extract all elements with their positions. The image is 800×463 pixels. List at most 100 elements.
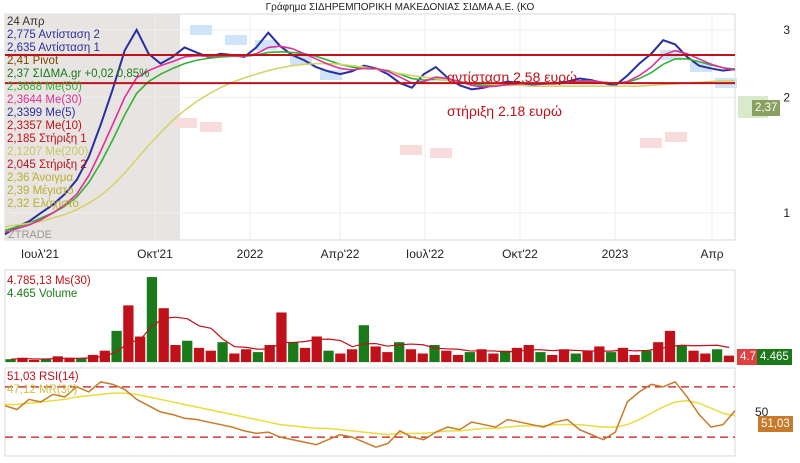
volume-bar <box>617 347 629 362</box>
volume-bar <box>429 345 440 362</box>
volume-bar <box>594 346 605 362</box>
legend-entry: 47,12 MR(30) <box>7 384 78 396</box>
volume-bar <box>170 345 181 362</box>
x-tick-label: Απρ'22 <box>321 247 360 261</box>
volume-bar <box>158 308 169 362</box>
volume-bar <box>335 353 346 362</box>
volume-bar <box>464 352 475 362</box>
volume-bar <box>558 349 570 362</box>
x-tick-label: Απρ <box>700 247 723 261</box>
volume-bar <box>700 353 711 362</box>
legend-entry: 2,1207 Me(200) <box>7 146 89 158</box>
volume-bar <box>723 355 734 362</box>
band-block <box>225 35 247 45</box>
volume-bar <box>653 342 664 362</box>
volume-bar <box>405 349 417 362</box>
volume-bar <box>641 350 652 362</box>
legend-entry: 2,36 Άνοιγμα <box>7 172 74 184</box>
legend-entry: 2,775 Αντίσταση 2 <box>7 29 100 41</box>
rsi-tick-label: 50 <box>755 405 769 419</box>
x-tick-label: Ιουλ'22 <box>406 247 445 261</box>
volume-bar <box>582 350 593 362</box>
volume-bar <box>135 336 146 362</box>
resistance-annotation: αντίσταση 2.58 ευρώ <box>447 69 578 85</box>
y-tick-label: 3 <box>783 23 790 37</box>
band-block <box>430 148 452 158</box>
legend-entry: 24 Απρ <box>7 16 45 28</box>
watermark: ZTRADE <box>8 229 52 241</box>
x-tick-label: 2022 <box>237 247 264 261</box>
band-block <box>175 118 197 128</box>
volume-bar <box>264 345 275 362</box>
volume-bar <box>146 277 158 362</box>
volume-bar <box>394 342 405 362</box>
volume-bar <box>511 347 523 362</box>
legend-entry: 51,03 RSI(14) <box>7 371 79 383</box>
volume-bar <box>688 350 699 362</box>
volume-bar <box>605 352 617 362</box>
band-block <box>320 70 342 80</box>
volume-bar <box>629 354 640 362</box>
legend-entry: 2,3688 Me(50) <box>7 81 82 93</box>
volume-bar <box>64 357 75 362</box>
volume-bar <box>476 349 487 362</box>
volume-bar <box>535 352 546 362</box>
band-block <box>200 122 222 132</box>
volume-bar <box>676 345 687 362</box>
y-tick-label: 2 <box>783 90 790 104</box>
volume-bar <box>417 353 428 362</box>
legend-entry: 2,3399 Me(5) <box>7 107 76 119</box>
volume-bar <box>288 342 299 362</box>
legend-entry: 2,37 ΣΙΔΜΑ.gr +0,02 0,85% <box>7 68 150 80</box>
band-block <box>255 40 277 50</box>
price-last-value: 2,37 <box>752 100 781 116</box>
band-block <box>665 132 687 142</box>
x-tick-label: Οκτ'21 <box>137 247 173 261</box>
band-block <box>400 145 422 155</box>
volume-bar <box>570 353 581 362</box>
legend-entry: 2,185 Στήριξη 1 <box>7 133 87 145</box>
legend-entry: 2,635 Αντίσταση 1 <box>7 42 100 54</box>
volume-bar <box>40 359 52 362</box>
volume-bar <box>441 350 452 362</box>
volume-bar <box>547 354 558 362</box>
volume-bar <box>29 359 40 362</box>
shaded-region <box>5 14 180 240</box>
volume-bar <box>5 359 16 362</box>
volume-bar <box>452 354 464 362</box>
rsi-last-value: 51,03 <box>758 416 793 432</box>
volume-bar <box>229 353 240 362</box>
rsi-panel-frame <box>4 367 736 457</box>
volume-bar <box>111 330 122 362</box>
volume-last-value: 4.465 <box>757 349 792 365</box>
volume-bar <box>276 312 287 362</box>
rsi-series-line <box>5 392 736 436</box>
volume-panel-frame <box>4 269 736 363</box>
legend-entry: 2,3644 Me(30) <box>7 94 82 106</box>
support-annotation: στήριξη 2.18 ευρώ <box>447 103 562 119</box>
chart-title: Γράφημα ΣΙΔΗΡΕΜΠΟΡΙΚΗ ΜΑΚΕΔΟΝΙΑΣ ΣΙΔΜΑ Α… <box>265 2 535 13</box>
volume-bar <box>500 350 511 362</box>
legend-entry: 4.785,13 Ms(30) <box>7 275 91 287</box>
volume-bar <box>193 347 205 362</box>
legend-entry: 2,32 Ελάχιστο <box>7 198 79 210</box>
volume-bar <box>346 349 358 362</box>
x-tick-label: 2023 <box>602 247 629 261</box>
volume-bar <box>240 349 252 362</box>
legend-entry: 2,39 Μέγιστο <box>7 185 74 197</box>
volume-bar <box>17 357 28 362</box>
band-block <box>190 25 212 35</box>
volume-bar <box>523 345 534 362</box>
volume-bar <box>370 346 381 362</box>
volume-bar <box>311 336 322 362</box>
volume-bar <box>76 358 87 362</box>
band-block <box>290 55 312 65</box>
legend-entry: 2,3357 Me(10) <box>7 120 82 132</box>
y-tick-label: 1 <box>783 206 790 220</box>
volume-bar <box>123 305 134 362</box>
price-series-line <box>4 27 736 236</box>
volume-bar <box>488 353 499 362</box>
volume-bar <box>323 350 334 362</box>
